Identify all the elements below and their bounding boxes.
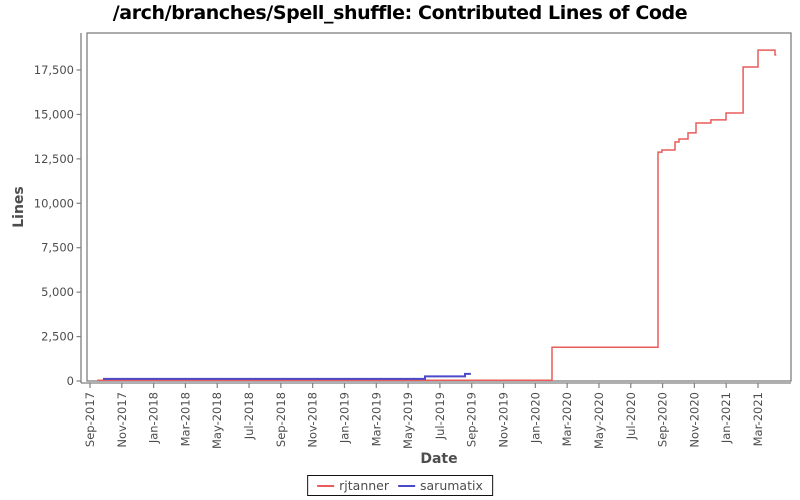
x-tick-label: Jan-2018: [147, 392, 161, 444]
x-tick-label: Mar-2019: [369, 392, 383, 446]
x-tick-label: Jan-2019: [337, 392, 351, 444]
legend-swatch-rjtanner: [317, 484, 335, 487]
x-tick-label: Jan-2021: [719, 392, 733, 444]
chart-title: /arch/branches/Spell_shuffle: Contribute…: [112, 2, 688, 24]
y-axis-label: Lines: [11, 186, 27, 228]
x-tick-label: May-2020: [592, 392, 606, 449]
legend-label-rjtanner: rjtanner: [339, 478, 390, 493]
x-tick-label: Sep-2020: [656, 392, 670, 447]
y-tick-label: 17,500: [34, 63, 74, 77]
x-tick-label: Sep-2017: [83, 392, 97, 447]
x-tick-label: Sep-2018: [274, 392, 288, 447]
x-tick-label: Nov-2017: [115, 392, 129, 448]
legend-swatch-sarumatix: [398, 484, 416, 487]
y-tick-label: 5,000: [41, 285, 74, 299]
x-tick-label: May-2019: [401, 392, 415, 449]
legend-item-sarumatix: sarumatix: [398, 478, 483, 493]
x-tick-label: May-2018: [210, 392, 224, 449]
x-tick-label: Mar-2018: [178, 392, 192, 446]
x-tick-label: Jul-2019: [433, 392, 447, 440]
x-tick-label: Nov-2019: [497, 392, 511, 448]
y-tick-label: 15,000: [34, 107, 74, 121]
series-line-sarumatix: [103, 372, 471, 380]
y-tick-label: 12,500: [34, 152, 74, 166]
x-tick-label: Jul-2018: [242, 392, 256, 440]
x-tick-label: Jul-2020: [624, 392, 638, 440]
series-line-rjtanner: [97, 49, 777, 382]
y-tick-label: 0: [67, 374, 74, 388]
x-tick-label: Mar-2020: [560, 392, 574, 446]
legend: rjtanner sarumatix: [307, 475, 493, 496]
legend-label-sarumatix: sarumatix: [420, 478, 483, 493]
y-tick-label: 10,000: [34, 196, 74, 210]
x-axis-label: Date: [420, 451, 458, 467]
x-tick-label: Mar-2021: [751, 392, 765, 446]
y-tick-label: 2,500: [41, 330, 74, 344]
x-tick-label: Jan-2020: [528, 392, 542, 444]
x-tick-label: Sep-2019: [465, 392, 479, 447]
x-tick-label: Nov-2018: [306, 392, 320, 448]
plot-border: [86, 32, 792, 382]
legend-item-rjtanner: rjtanner: [317, 478, 389, 493]
x-tick-label: Nov-2020: [687, 392, 701, 448]
y-tick-label: 7,500: [41, 241, 74, 255]
